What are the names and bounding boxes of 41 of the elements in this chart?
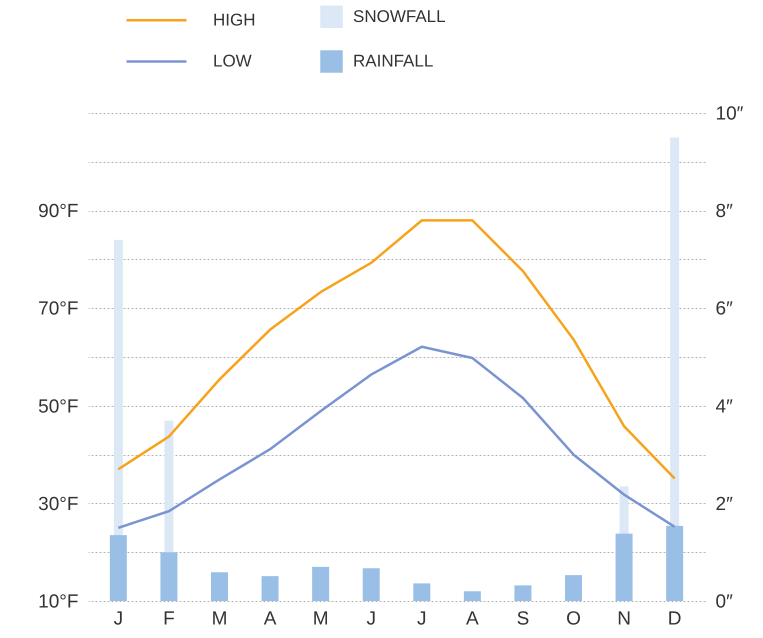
y-tick-label: 50°F xyxy=(38,396,78,418)
bar xyxy=(565,575,582,601)
x-tick-label: O xyxy=(566,608,581,630)
bar xyxy=(262,576,279,601)
bar xyxy=(413,583,430,601)
legend-label: LOW xyxy=(213,52,252,70)
bar xyxy=(362,568,380,601)
y2-tick-label: 4″ xyxy=(716,396,734,418)
x-tick-label: A xyxy=(466,608,480,630)
line-series xyxy=(117,219,676,480)
bar xyxy=(666,526,684,601)
bar xyxy=(616,534,633,601)
y-tick-label: 90°F xyxy=(38,201,78,222)
x-tick-label: J xyxy=(114,608,124,630)
y2-tick-label: 10″ xyxy=(716,104,744,124)
x-tick-label: M xyxy=(212,608,228,630)
y-tick-label: 70°F xyxy=(38,298,78,320)
bar xyxy=(464,591,481,601)
bar xyxy=(160,552,178,601)
bar xyxy=(312,566,330,601)
y2-tick-label: 2″ xyxy=(716,494,734,515)
legend-label: SNOWFALL xyxy=(353,6,446,26)
y2-tick-label: 0″ xyxy=(716,592,734,612)
x-tick-label: J xyxy=(417,608,427,630)
bar xyxy=(210,572,228,601)
x-tick-label: M xyxy=(312,608,329,630)
x-tick-label: F xyxy=(163,608,175,630)
y-tick-label: 30°F xyxy=(38,494,78,515)
bar xyxy=(110,535,127,601)
y2-tick-label: 8″ xyxy=(716,201,734,222)
y-tick-label: 10°F xyxy=(38,592,78,612)
line-series xyxy=(117,346,676,530)
x-tick-label: S xyxy=(516,608,530,630)
legend-label: HIGH xyxy=(213,10,256,30)
x-tick-label: J xyxy=(366,608,376,630)
x-tick-label: N xyxy=(617,608,631,630)
bar xyxy=(514,585,532,601)
x-tick-label: A xyxy=(264,608,277,630)
y2-tick-label: 6″ xyxy=(716,298,734,320)
legend-label: RAINFALL xyxy=(353,52,434,70)
x-tick-label: D xyxy=(668,608,682,630)
